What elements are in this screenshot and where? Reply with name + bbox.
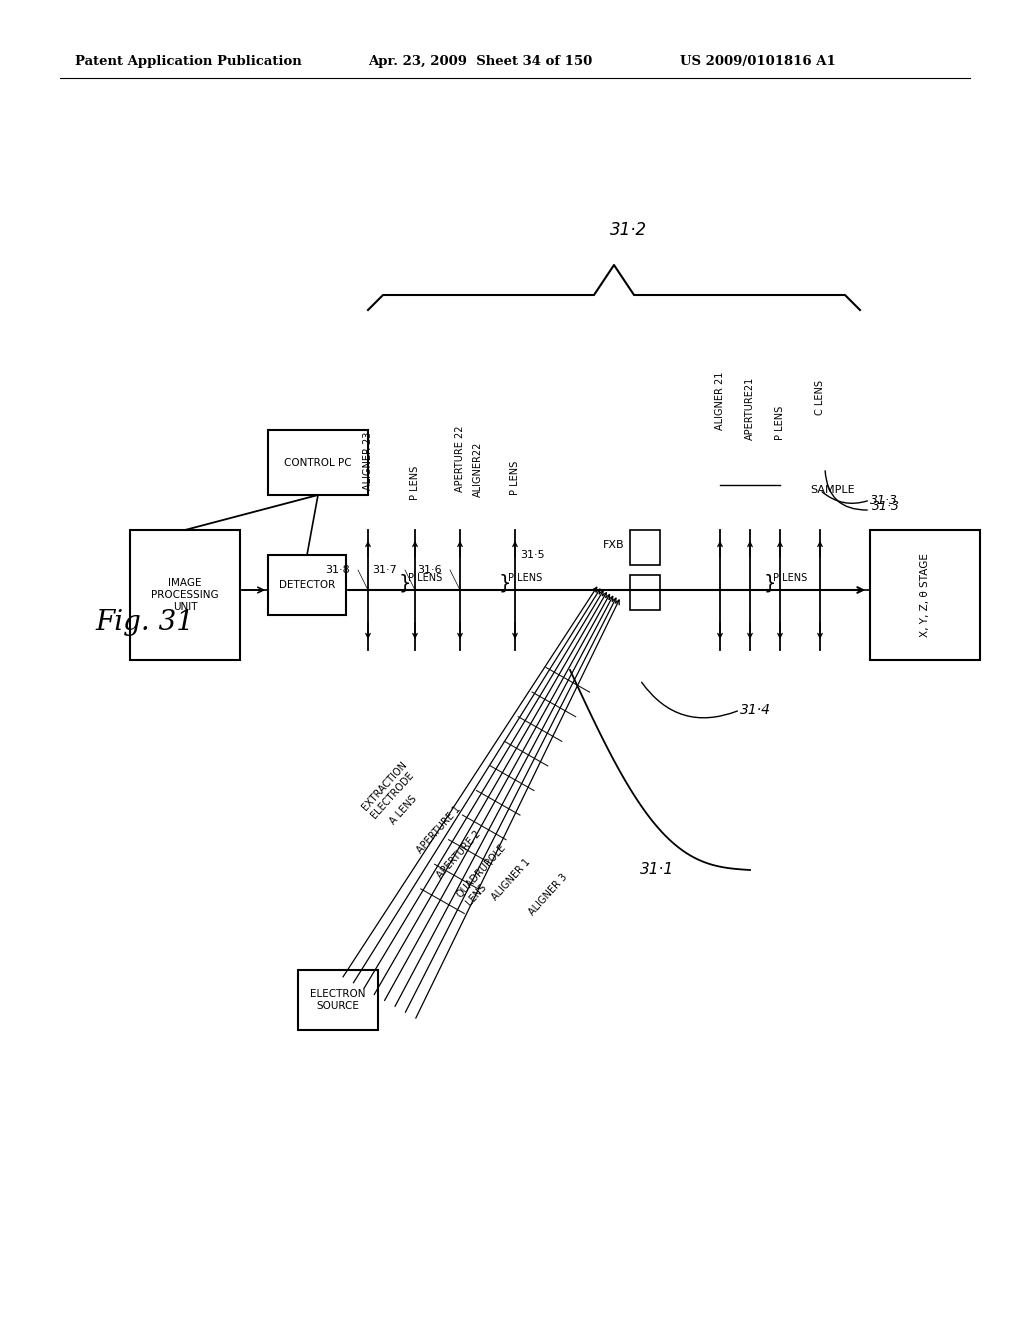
Text: DETECTOR: DETECTOR [279,579,335,590]
Text: 31·2: 31·2 [610,220,647,239]
Text: ALIGNER22: ALIGNER22 [473,442,483,498]
Text: P LENS: P LENS [410,466,420,500]
Text: SAMPLE: SAMPLE [810,484,855,495]
Text: FXB: FXB [603,540,625,550]
Text: IMAGE
PROCESSING
UNIT: IMAGE PROCESSING UNIT [152,578,219,611]
Text: EXTRACTION
ELECTRODE: EXTRACTION ELECTRODE [360,760,418,820]
Text: }: } [499,573,511,593]
Text: CONTROL PC: CONTROL PC [285,458,352,467]
Text: P LENS: P LENS [508,573,543,583]
FancyBboxPatch shape [268,554,346,615]
Text: ALIGNER 23: ALIGNER 23 [362,432,373,490]
Text: ELECTRON
SOURCE: ELECTRON SOURCE [310,989,366,1011]
Text: APERTURE 1: APERTURE 1 [415,804,463,855]
Text: P LENS: P LENS [510,461,520,495]
Text: APERTURE 2: APERTURE 2 [435,829,482,880]
Text: C LENS: C LENS [815,380,825,414]
Text: A LENS: A LENS [388,793,419,826]
Text: Patent Application Publication: Patent Application Publication [75,55,302,69]
Text: P LENS: P LENS [775,405,785,440]
Text: X, Y, Z, θ STAGE: X, Y, Z, θ STAGE [920,553,930,638]
FancyBboxPatch shape [268,430,368,495]
Text: 31·3: 31·3 [872,500,900,513]
Text: 31·1: 31·1 [640,862,674,878]
Text: 31·4: 31·4 [740,704,771,717]
Text: 31·6: 31·6 [418,565,442,576]
FancyBboxPatch shape [130,531,240,660]
Text: 31·7: 31·7 [373,565,397,576]
Text: P LENS: P LENS [408,573,442,583]
Text: ALIGNER 3: ALIGNER 3 [527,873,569,917]
Text: ALIGNER 1: ALIGNER 1 [490,857,532,903]
Text: 31·3: 31·3 [870,494,898,507]
Text: P LENS: P LENS [773,573,807,583]
FancyBboxPatch shape [870,531,980,660]
Text: US 2009/0101816 A1: US 2009/0101816 A1 [680,55,836,69]
Text: 31·8: 31·8 [326,565,350,576]
Text: 31·5: 31·5 [520,550,545,560]
Text: Fig. 31: Fig. 31 [95,609,194,636]
Text: Apr. 23, 2009  Sheet 34 of 150: Apr. 23, 2009 Sheet 34 of 150 [368,55,592,69]
Text: }: } [398,573,412,593]
Text: APERTURE21: APERTURE21 [745,376,755,440]
Text: QUADRUPOLE
LENS: QUADRUPOLE LENS [455,842,517,908]
Text: ALIGNER 21: ALIGNER 21 [715,372,725,430]
Text: APERTURE 22: APERTURE 22 [455,425,465,492]
Text: }: } [764,573,776,593]
FancyBboxPatch shape [630,531,660,565]
FancyBboxPatch shape [298,970,378,1030]
FancyBboxPatch shape [630,576,660,610]
